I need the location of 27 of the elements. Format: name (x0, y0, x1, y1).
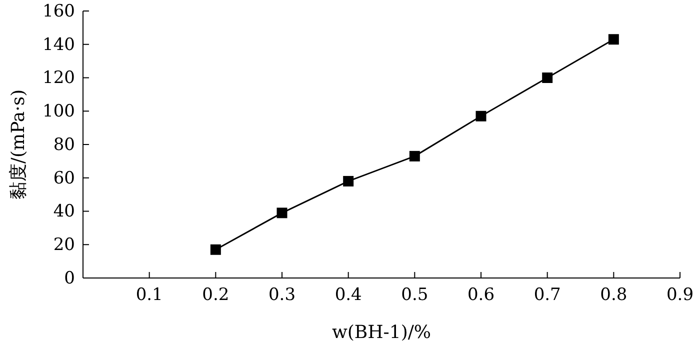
y-axis-title: 黏度/(mPa·s) (8, 89, 29, 200)
y-tick-label: 120 (42, 68, 75, 88)
y-tick-label: 0 (64, 268, 75, 288)
x-axis-title: w(BH-1)/% (332, 322, 432, 343)
x-tick-label: 0.1 (136, 285, 163, 306)
y-tick-label: 160 (42, 1, 75, 22)
y-tick-label: 80 (53, 134, 75, 155)
y-tick-label: 140 (42, 34, 75, 55)
x-tick-label: 0.5 (401, 285, 428, 306)
point (608, 34, 619, 45)
point (276, 208, 288, 218)
point (343, 176, 354, 186)
y-tick-label: 20 (53, 235, 75, 256)
point (542, 72, 553, 83)
x-tick-label: 0.3 (268, 285, 296, 306)
y-tick-label: 40 (53, 202, 75, 222)
x-tick-label: 0.2 (202, 285, 230, 306)
x-tick-label: 0.6 (467, 285, 495, 306)
point (210, 244, 221, 255)
x-tick-label: 0.9 (666, 285, 694, 306)
y-tick-label: 60 (53, 168, 75, 188)
x-tick-label: 0.4 (334, 285, 362, 306)
y-tick-label: 100 (42, 102, 75, 122)
point (409, 150, 420, 162)
x-tick-label: 0.8 (600, 285, 628, 306)
point (476, 110, 486, 122)
x-tick-label: 0.7 (534, 285, 561, 306)
